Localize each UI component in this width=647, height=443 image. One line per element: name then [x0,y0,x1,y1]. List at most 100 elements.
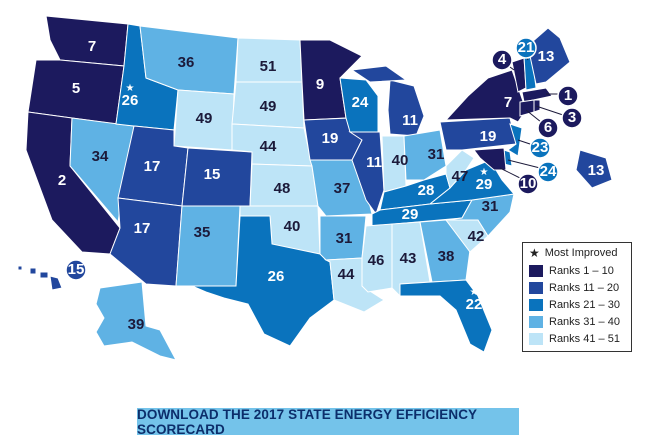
rank-label-ok: 40 [284,218,301,235]
legend-most-improved-label: Most Improved [544,247,618,259]
rank-label-id: 26 [122,92,139,109]
rank-label-md: 10 [520,175,537,192]
rank-label-mt: 36 [178,54,195,71]
state-md[interactable] [473,147,507,171]
rank-label-ky: 28 [418,182,435,199]
rank-label-fl: 22 [466,296,483,313]
state-il[interactable] [348,131,385,216]
rank-label-ct: 6 [544,119,552,136]
rank-label-ca: 2 [58,172,66,189]
rank-label-nd: 51 [260,58,277,75]
rank-callout-circle [529,137,551,159]
rank-callout-circle [537,117,559,139]
rank-label-me: 13 [538,48,555,65]
rank-label-sd: 49 [260,98,277,115]
rank-label-ia: 19 [322,130,339,147]
state-nj[interactable] [507,123,523,157]
legend-label: Ranks 31 – 40 [549,315,620,328]
rank-label-ma: 1 [564,87,572,104]
rank-label-nc: 31 [482,198,499,215]
star-icon: ★ [470,287,479,298]
rank-callout-circle [517,173,539,195]
rank-label-al: 43 [400,250,417,267]
rank-label-or: 5 [72,80,80,97]
rank-callout-circle [557,85,579,107]
rank-label-nv: 34 [92,148,109,165]
state-oh[interactable] [403,129,447,181]
legend-label: Ranks 11 – 20 [549,281,620,294]
download-scorecard-label: DOWNLOAD THE 2017 STATE ENERGY EFFICIENC… [137,406,477,437]
state-fl[interactable] [399,279,493,353]
rank-label-la: 44 [338,266,355,283]
state-ny[interactable] [444,69,527,123]
state-dc-inset[interactable] [575,149,613,189]
state-hi[interactable] [17,265,63,291]
state-me[interactable] [529,27,571,85]
legend-label: Ranks 41 – 51 [549,332,620,345]
rank-label-nh: 21 [518,39,535,56]
download-scorecard-button[interactable]: DOWNLOAD THE 2017 STATE ENERGY EFFICIENC… [137,406,519,437]
us-map: 7 5 22 6 ★ 34 36 49 17 17 15 35 51 49 44 48 40 26 9 19 3 7 31 4… [17,15,613,361]
legend-item: Ranks 31 – 40 [529,313,625,330]
rank-label-mi: 11 [402,112,418,129]
rank-label-ri: 3 [568,109,576,126]
rank-label-pa: 19 [480,128,497,145]
rank-label-oh: 31 [428,146,445,163]
legend-swatch [529,281,543,294]
rank-label-dc: 13 [588,162,605,179]
rank-label-in: 40 [392,152,409,169]
legend-swatch [529,298,543,311]
rank-label-wv: 47 [452,168,469,185]
rank-label-vt: 4 [498,51,507,68]
rank-label-sc: 42 [468,228,485,245]
rank-label-ne: 44 [260,138,277,155]
rank-label-mn: 9 [316,76,324,93]
state-az[interactable] [109,197,183,287]
rank-label-wy: 49 [196,110,213,127]
state-mi-up[interactable] [350,65,408,83]
rank-label-ms: 46 [368,252,385,269]
legend-label: Ranks 1 – 10 [549,264,614,277]
legend-item: Ranks 21 – 30 [529,296,625,313]
rank-label-ak: 39 [128,316,145,333]
state-va[interactable] [428,159,515,205]
rank-label-nm: 35 [194,224,211,241]
rank-label-ks: 48 [274,180,291,197]
legend-swatch [529,315,543,328]
legend-most-improved: ★ Most Improved [529,247,625,259]
rank-callout-circle [491,49,513,71]
rank-callout-circle [515,37,537,59]
state-labels: 7 5 22 6 ★ 34 36 49 17 17 15 35 51 49 44 48 40 26 9 19 3 7 31 4… [58,37,605,333]
rank-label-ga: 38 [438,248,455,265]
rank-callout-circle [537,161,559,183]
legend-swatch [529,332,543,345]
star-icon: ★ [529,246,540,260]
rank-label-wa: 7 [88,38,96,55]
rank-label-il: 11 [366,154,382,171]
rank-label-nj: 23 [532,139,549,156]
legend-swatch [529,264,543,277]
legend-item: Ranks 11 – 20 [529,279,625,296]
rank-label-va: 29 [476,176,493,193]
state-nm[interactable] [175,205,241,287]
legend: ★ Most Improved Ranks 1 – 10 Ranks 11 – … [522,242,632,352]
state-ak[interactable] [95,281,177,361]
state-pa[interactable] [439,117,517,151]
rank-label-tn: 29 [402,206,419,223]
state-tx[interactable] [191,215,335,347]
rank-label-co: 15 [204,166,221,183]
rank-label-ny: 7 [504,94,512,111]
legend-item: Ranks 41 – 51 [529,330,625,347]
state-ma[interactable] [521,87,553,103]
rank-label-az: 17 [134,220,151,237]
rank-label-de: 24 [540,163,557,180]
rank-callout-circle [561,107,583,129]
rank-label-ut: 17 [144,158,161,175]
rank-label-wi: 24 [352,94,369,111]
star-icon: ★ [126,83,135,94]
legend-item: Ranks 1 – 10 [529,262,625,279]
rank-label-hi: 15 [68,261,85,278]
state-ct[interactable] [519,99,535,117]
rank-label-ar: 31 [336,230,353,247]
star-icon: ★ [480,167,489,178]
